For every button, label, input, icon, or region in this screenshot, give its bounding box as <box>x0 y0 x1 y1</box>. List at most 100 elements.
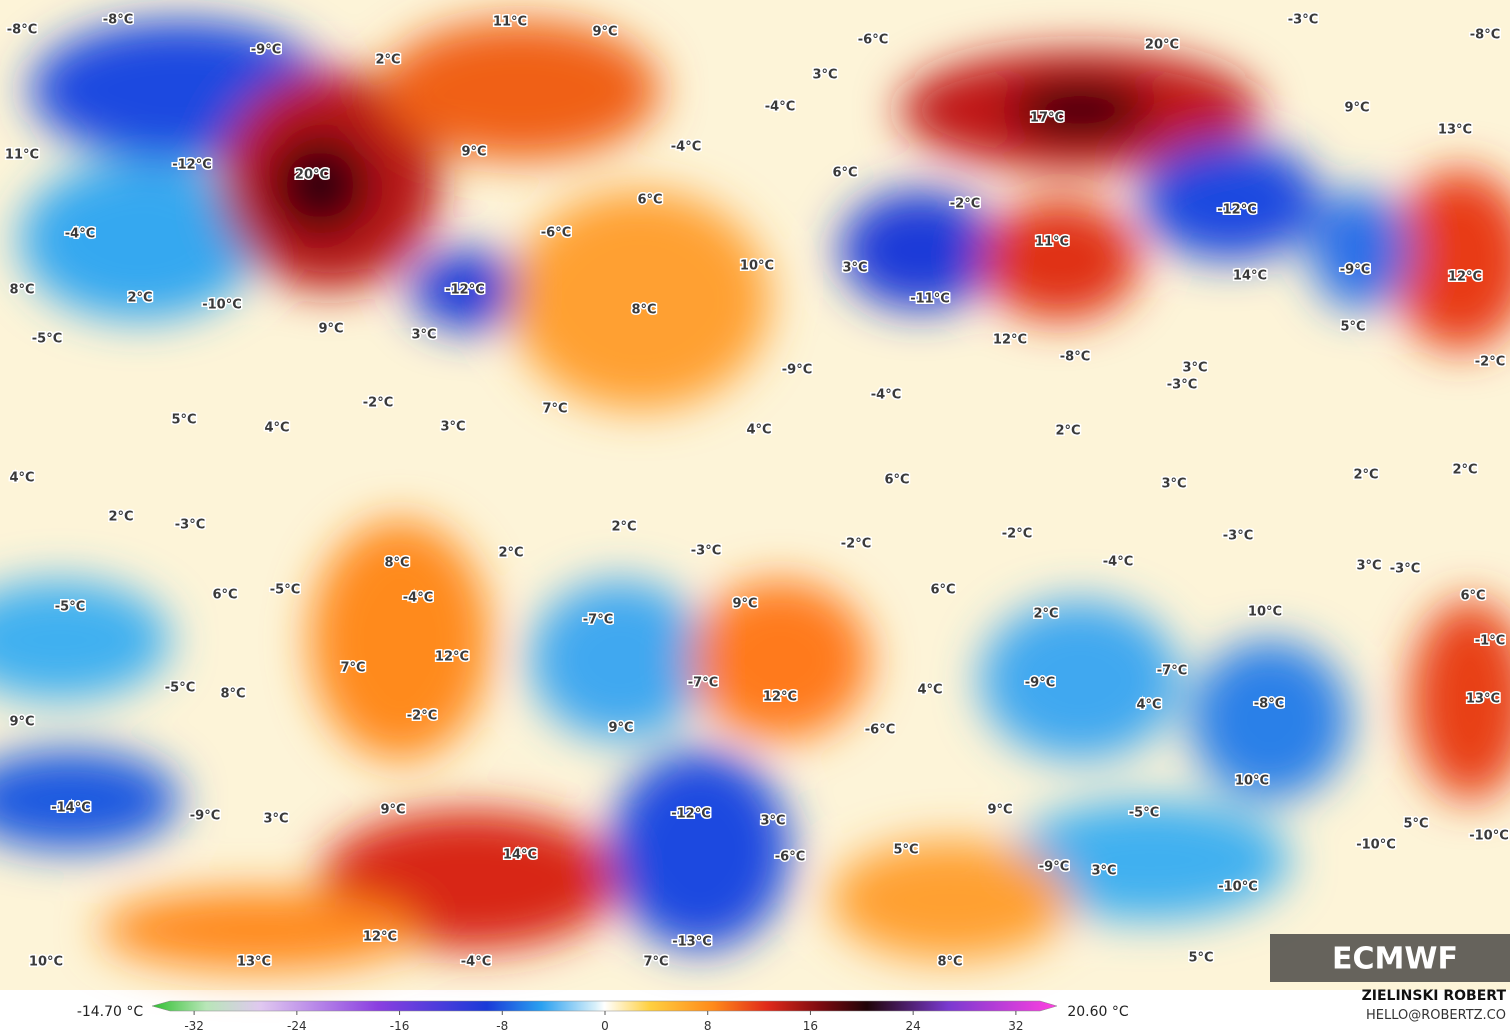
temp-label: -12°C <box>1217 203 1257 218</box>
temp-label: 5°C <box>1188 951 1213 966</box>
temp-label: 9°C <box>318 322 343 337</box>
temp-label: -7°C <box>1157 664 1187 679</box>
temp-label: -8°C <box>103 13 133 28</box>
temp-label: -4°C <box>671 140 701 155</box>
temp-label: -3°C <box>1288 13 1318 28</box>
logo-text: ECMWF <box>1332 942 1458 977</box>
temp-label: 9°C <box>987 803 1012 818</box>
temp-label: 3°C <box>1356 559 1381 574</box>
temp-label: 3°C <box>1091 864 1116 879</box>
temp-label: 4°C <box>9 471 34 486</box>
temp-label: -6°C <box>541 226 571 241</box>
temp-label: -10°C <box>1356 838 1396 853</box>
temp-label: -6°C <box>865 723 895 738</box>
temp-label: 2°C <box>127 291 152 306</box>
temp-label: 20°C <box>295 168 329 183</box>
temp-label: 12°C <box>993 333 1027 348</box>
temp-label: 10°C <box>29 955 63 970</box>
temp-label: -4°C <box>461 955 491 970</box>
temp-label: -5°C <box>165 681 195 696</box>
temp-label: 12°C <box>1448 270 1482 285</box>
temp-label: 3°C <box>812 68 837 83</box>
temp-label: -8°C <box>1060 350 1090 365</box>
temp-label: -4°C <box>871 388 901 403</box>
colorbar-tick-label: 24 <box>906 1019 921 1033</box>
temperature-labels: -8°C -8°C -9°C 11°C 9°C 2°C -6°C 3°C -3°C -8°C 20°… <box>3 11 1510 971</box>
temp-label: 2°C <box>1055 424 1080 439</box>
temp-label: 6°C <box>1460 589 1485 604</box>
temp-label: 9°C <box>461 145 486 160</box>
temp-label: -13°C <box>672 935 712 950</box>
temp-label: 13°C <box>237 955 271 970</box>
colorbar: -14.70 °C 20.60 °C -32 -24 -16 -8 0 8 16 24 32 <box>77 1000 1129 1033</box>
temp-label: 13°C <box>1466 692 1500 707</box>
map-field <box>0 0 1510 990</box>
temp-label: -7°C <box>583 613 613 628</box>
temp-label: 8°C <box>9 283 34 298</box>
temp-label: 2°C <box>108 510 133 525</box>
temp-label: -4°C <box>403 591 433 606</box>
temp-label: -5°C <box>270 583 300 598</box>
temp-label: -9°C <box>190 809 220 824</box>
temp-label: -11°C <box>910 292 950 307</box>
temp-label: -2°C <box>407 709 437 724</box>
temp-label: -3°C <box>1223 529 1253 544</box>
colorbar-min: -14.70 °C <box>77 1004 144 1020</box>
temp-label: 12°C <box>763 690 797 705</box>
logo: ECMWF <box>1270 934 1510 982</box>
temp-label: 6°C <box>637 193 662 208</box>
temp-label: 14°C <box>503 848 537 863</box>
temp-label: 5°C <box>1340 320 1365 335</box>
colorbar-tick-label: -8 <box>496 1019 508 1033</box>
temp-label: 4°C <box>746 423 771 438</box>
temp-label: 9°C <box>592 25 617 40</box>
temp-label: -9°C <box>782 363 812 378</box>
temp-label: 7°C <box>340 661 365 676</box>
temp-label: -3°C <box>1390 562 1420 577</box>
temp-label: 6°C <box>930 583 955 598</box>
temp-label: -6°C <box>858 33 888 48</box>
temp-label: 9°C <box>1344 101 1369 116</box>
temp-label: 2°C <box>498 546 523 561</box>
temp-label: 10°C <box>1235 774 1269 789</box>
temp-label: 11°C <box>5 148 39 163</box>
temp-label: -8°C <box>7 23 37 38</box>
colorbar-tick-label: -24 <box>287 1019 307 1033</box>
temp-label: -4°C <box>1103 555 1133 570</box>
temp-label: 8°C <box>631 303 656 318</box>
temp-label: -5°C <box>1129 806 1159 821</box>
temp-label: -10°C <box>202 298 242 313</box>
temp-label: -5°C <box>32 332 62 347</box>
temp-label: 9°C <box>9 715 34 730</box>
temp-label: 5°C <box>1403 817 1428 832</box>
temp-label: 6°C <box>832 166 857 181</box>
temp-label: 4°C <box>264 421 289 436</box>
temp-label: -10°C <box>1218 880 1258 895</box>
temp-label: -4°C <box>765 100 795 115</box>
temp-label: 13°C <box>1438 123 1472 138</box>
temp-label: -2°C <box>363 396 393 411</box>
temp-label: -2°C <box>841 537 871 552</box>
colorbar-tick-label: 0 <box>601 1019 609 1033</box>
temp-label: -14°C <box>51 801 91 816</box>
temp-label: -9°C <box>1340 263 1370 278</box>
temp-label: 3°C <box>411 328 436 343</box>
temp-label: 12°C <box>363 930 397 945</box>
colorbar-max: 20.60 °C <box>1067 1004 1129 1020</box>
temp-label: 3°C <box>1161 477 1186 492</box>
temp-label: -9°C <box>251 43 281 58</box>
temp-label: 9°C <box>608 721 633 736</box>
temp-label: 4°C <box>917 683 942 698</box>
temp-label: -3°C <box>691 544 721 559</box>
temp-label: 2°C <box>1033 607 1058 622</box>
temp-label: -3°C <box>175 518 205 533</box>
temp-label: 9°C <box>380 803 405 818</box>
temp-label: 8°C <box>937 955 962 970</box>
temp-label: 10°C <box>1248 605 1282 620</box>
temp-label: -9°C <box>1039 860 1069 875</box>
temp-label: 3°C <box>1182 361 1207 376</box>
credit-email: HELLO@ROBERTZ.CO <box>1366 1008 1506 1023</box>
temp-label: -1°C <box>1475 634 1505 649</box>
temp-label: 3°C <box>842 261 867 276</box>
